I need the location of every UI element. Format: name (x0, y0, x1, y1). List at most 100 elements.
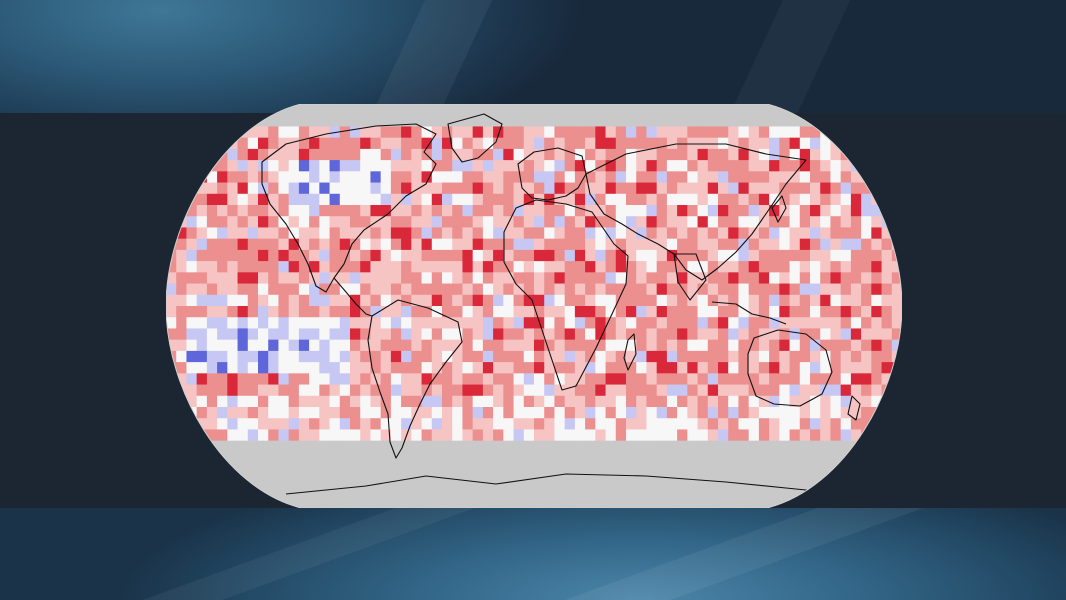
grid-cell (779, 216, 790, 228)
grid-cell (646, 496, 658, 508)
grid-cell (472, 171, 484, 183)
grid-cell (830, 261, 842, 273)
grid-cell (309, 373, 320, 385)
grid-cell (799, 451, 811, 464)
grid-cell (646, 205, 658, 217)
grid-cell (227, 440, 238, 453)
grid-cell (728, 339, 739, 352)
grid-cell (891, 115, 902, 127)
grid-cell (707, 362, 719, 374)
grid-cell (431, 429, 443, 442)
grid-cell (431, 463, 443, 475)
grid-cell (861, 171, 872, 183)
grid-cell (523, 373, 535, 385)
grid-cell (626, 238, 637, 251)
grid-cell (728, 418, 739, 430)
grid-cell (380, 407, 392, 419)
grid-cell (718, 339, 729, 352)
grid-cell (309, 216, 320, 228)
grid-cell (758, 261, 770, 273)
grid-cell (166, 261, 177, 273)
grid-cell (574, 384, 586, 397)
grid-cell (247, 283, 259, 296)
grid-cell (513, 384, 525, 397)
grid-cell (462, 160, 474, 172)
grid-cell (779, 283, 790, 296)
grid-cell (247, 350, 259, 363)
grid-cell (636, 193, 647, 206)
grid-cell (574, 115, 586, 127)
grid-cell (564, 384, 576, 397)
grid-cell (227, 115, 238, 127)
grid-cell (861, 362, 872, 374)
grid-cell (329, 238, 341, 251)
grid-cell (472, 418, 484, 430)
grid-cell (707, 407, 719, 419)
grid-cell (431, 328, 443, 341)
grid-cell (482, 384, 494, 397)
grid-cell (278, 272, 290, 284)
grid-cell (810, 306, 821, 318)
grid-cell (881, 463, 893, 475)
grid-cell (574, 227, 586, 240)
grid-cell (380, 238, 392, 251)
grid-cell (738, 238, 750, 251)
grid-cell (636, 418, 647, 430)
grid-cell (789, 339, 801, 352)
grid-cell (186, 384, 198, 397)
grid-cell (769, 418, 780, 430)
grid-cell (585, 137, 596, 150)
grid-cell (196, 249, 208, 262)
grid-cell (840, 115, 852, 127)
grid-cell (513, 148, 525, 161)
grid-cell (452, 328, 463, 341)
grid-cell (605, 104, 617, 116)
grid-cell (687, 115, 698, 127)
grid-cell (677, 440, 688, 453)
grid-cell (574, 362, 586, 374)
grid-cell (810, 283, 821, 296)
grid-cell (329, 474, 341, 486)
grid-cell (513, 182, 525, 195)
grid-cell (534, 160, 545, 172)
grid-cell (636, 272, 647, 284)
grid-cell (196, 160, 208, 172)
grid-cell (585, 182, 596, 195)
grid-cell (605, 272, 617, 284)
grid-cell (830, 463, 842, 475)
grid-cell (850, 407, 862, 419)
grid-cell (585, 306, 596, 318)
grid-cell (523, 328, 535, 341)
grid-cell (748, 182, 760, 195)
grid-cell (615, 418, 627, 430)
grid-cell (636, 115, 647, 127)
grid-cell (186, 171, 198, 183)
grid-cell (585, 193, 596, 206)
grid-cell (247, 339, 259, 352)
grid-cell (666, 249, 678, 262)
grid-cell (820, 272, 831, 284)
grid-cell (482, 463, 494, 475)
grid-cell (258, 294, 269, 307)
grid-cell (840, 407, 852, 419)
grid-cell (462, 126, 474, 139)
grid-cell (697, 205, 709, 217)
grid-cell (411, 294, 422, 307)
grid-cell (513, 451, 525, 464)
grid-cell (871, 384, 882, 397)
grid-cell (166, 182, 177, 195)
grid-cell (298, 328, 310, 341)
grid-cell (779, 407, 790, 419)
grid-cell (564, 317, 576, 329)
grid-cell (758, 339, 770, 352)
grid-cell (799, 384, 811, 397)
grid-cell (830, 227, 842, 240)
grid-cell (718, 238, 729, 251)
grid-cell (595, 451, 606, 464)
grid-cell (820, 317, 831, 329)
grid-cell (452, 126, 463, 139)
grid-cell (850, 115, 862, 127)
grid-cell (329, 328, 341, 341)
grid-cell (636, 451, 647, 464)
grid-cell (452, 171, 463, 183)
